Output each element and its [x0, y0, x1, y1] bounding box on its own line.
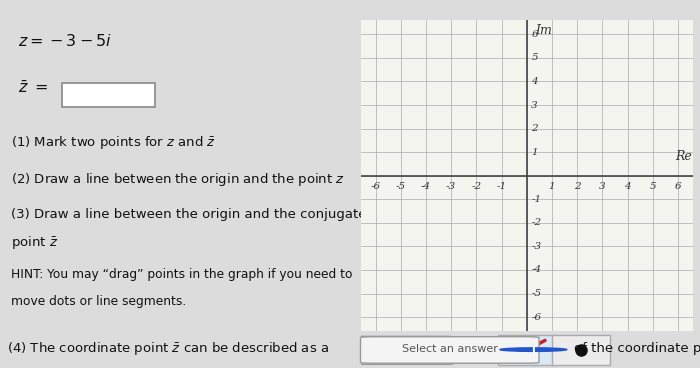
- Text: -5: -5: [395, 182, 406, 191]
- FancyBboxPatch shape: [360, 337, 539, 363]
- Text: 3: 3: [599, 182, 605, 191]
- FancyBboxPatch shape: [552, 335, 610, 365]
- Text: 5: 5: [650, 182, 656, 191]
- Text: -6: -6: [370, 182, 381, 191]
- Text: -3: -3: [446, 182, 456, 191]
- Text: (1) Mark two points for $z$ and $\bar{z}$: (1) Mark two points for $z$ and $\bar{z}…: [10, 134, 216, 151]
- Text: -3: -3: [531, 242, 541, 251]
- Text: Re: Re: [675, 150, 692, 163]
- Text: $\bar{z}\ =$: $\bar{z}\ =$: [18, 80, 48, 98]
- Text: point $\bar{z}$: point $\bar{z}$: [10, 234, 58, 251]
- Text: 6: 6: [531, 30, 538, 39]
- Text: (3) Draw a line between the origin and the conjugate: (3) Draw a line between the origin and t…: [10, 208, 366, 221]
- Text: -1: -1: [531, 195, 541, 204]
- FancyBboxPatch shape: [498, 335, 556, 365]
- Text: 2: 2: [531, 124, 538, 133]
- Text: -5: -5: [531, 289, 541, 298]
- Text: Im: Im: [536, 24, 552, 37]
- Text: -1: -1: [496, 182, 507, 191]
- Text: 1: 1: [549, 182, 555, 191]
- Text: 4: 4: [531, 77, 538, 86]
- Text: Draw:: Draw:: [461, 342, 495, 355]
- Text: 6: 6: [675, 182, 681, 191]
- Text: 5: 5: [531, 53, 538, 63]
- Text: 3: 3: [531, 100, 538, 110]
- FancyBboxPatch shape: [62, 83, 155, 107]
- Text: (2) Draw a line between the origin and the point $z$: (2) Draw a line between the origin and t…: [10, 171, 344, 188]
- Text: HINT: You may “drag” points in the graph if you need to: HINT: You may “drag” points in the graph…: [10, 268, 352, 281]
- Text: Clear All: Clear All: [379, 342, 428, 355]
- Text: of the coordinate point z.: of the coordinate point z.: [574, 342, 700, 355]
- Text: -2: -2: [531, 218, 541, 227]
- Text: (4) The coordinate point $\bar{z}$ can be described as a: (4) The coordinate point $\bar{z}$ can b…: [7, 340, 329, 357]
- Text: Select an answer: Select an answer: [402, 344, 498, 354]
- Text: $z = -3 - 5i$: $z = -3 - 5i$: [18, 33, 112, 50]
- Text: i: i: [531, 344, 536, 355]
- FancyBboxPatch shape: [354, 336, 454, 364]
- Circle shape: [500, 348, 567, 351]
- Text: 1: 1: [531, 148, 538, 157]
- Text: move dots or line segments.: move dots or line segments.: [10, 295, 186, 308]
- Text: -4: -4: [531, 265, 541, 275]
- Text: -4: -4: [421, 182, 431, 191]
- Text: 2: 2: [574, 182, 580, 191]
- Text: -6: -6: [531, 312, 541, 322]
- Text: -2: -2: [471, 182, 482, 191]
- Text: 4: 4: [624, 182, 631, 191]
